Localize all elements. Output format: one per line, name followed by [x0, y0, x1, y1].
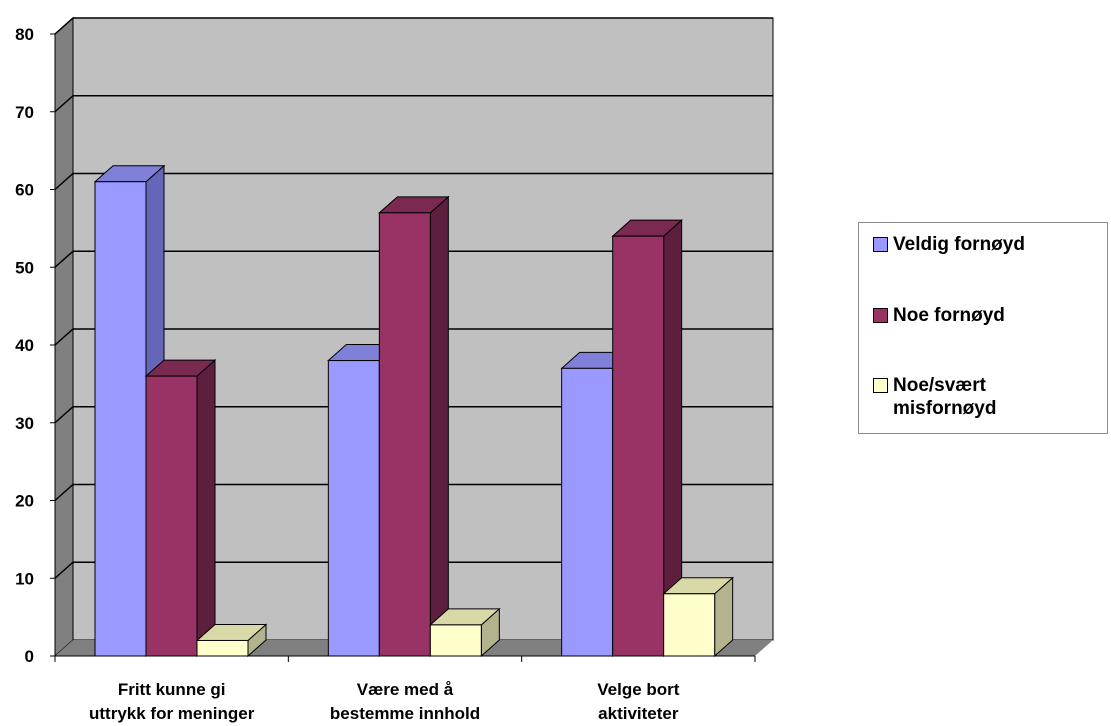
bar: [378, 212, 431, 657]
bar: [196, 639, 249, 657]
legend-swatch: [873, 378, 888, 393]
y-tick-label: 20: [15, 492, 34, 511]
gridline: [54, 406, 773, 424]
bar: [145, 375, 198, 657]
x-category-label: Velge bort: [597, 680, 680, 699]
gridline: [54, 95, 773, 113]
y-tick-label: 80: [15, 25, 34, 44]
bar-side: [429, 195, 449, 658]
bar: [429, 624, 482, 657]
bar: [561, 367, 614, 657]
legend-label: Noe/svært misfornøyd: [893, 375, 997, 419]
y-tick-label: 30: [15, 414, 34, 433]
legend-label: Noe fornøyd: [893, 305, 1005, 326]
gridline: [54, 328, 773, 346]
legend-item: Noe fornøyd: [873, 304, 1053, 327]
y-tick-label: 50: [15, 258, 34, 277]
bar-side: [196, 358, 216, 658]
y-tick-label: 0: [25, 647, 34, 666]
y-tick-label: 70: [15, 103, 34, 122]
x-category-label: uttrykk for meninger: [89, 704, 255, 723]
gridline: [54, 483, 773, 502]
y-tick-label: 60: [15, 181, 34, 200]
bar: [612, 235, 665, 657]
x-category-label: aktiviteter: [598, 704, 679, 723]
x-category-label: Være med å: [357, 680, 454, 699]
legend-label: Veldig fornøyd: [893, 234, 1025, 255]
legend-item: Veldig fornøyd: [873, 233, 1053, 256]
legend-item: Noe/svært misfornøyd: [873, 374, 1053, 420]
x-category-label: Fritt kunne gi: [118, 680, 226, 699]
gridline: [54, 17, 773, 35]
gridline: [54, 250, 773, 268]
bar: [327, 360, 380, 657]
chart-legend: Veldig fornøyd Noe fornøyd Noe/svært mis…: [858, 222, 1108, 434]
legend-swatch: [873, 237, 888, 252]
x-category-label: bestemme innhold: [330, 704, 480, 723]
gridline: [54, 172, 773, 191]
bar: [94, 181, 147, 657]
bar: [663, 593, 716, 657]
legend-swatch: [873, 308, 888, 323]
y-tick-label: 10: [15, 569, 34, 588]
gridline: [54, 561, 773, 579]
y-tick-label: 40: [15, 336, 34, 355]
